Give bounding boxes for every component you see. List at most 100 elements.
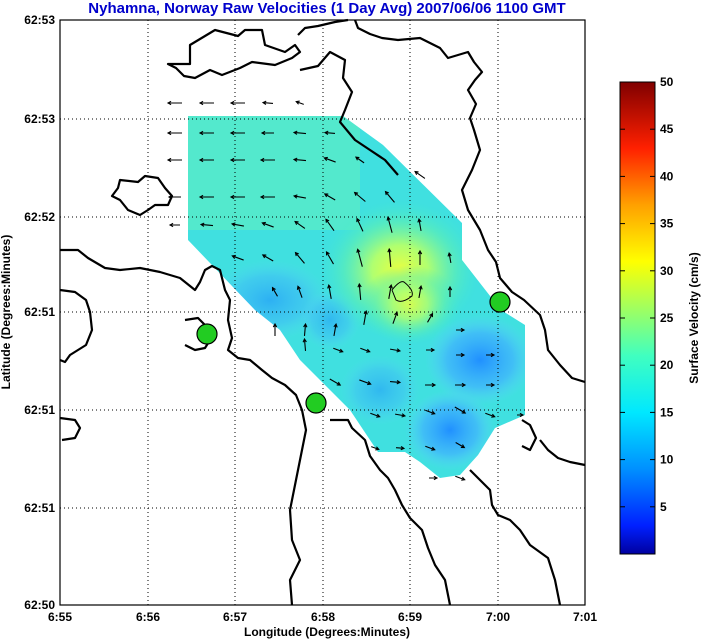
y-tick-label: 62:51: [24, 305, 55, 319]
station-marker: [489, 291, 511, 313]
x-tick-label: 6:55: [48, 610, 72, 624]
y-tick-label: 62:51: [24, 501, 55, 515]
velocity-arrow: [425, 382, 437, 388]
velocity-arrow: [296, 285, 303, 298]
velocity-arrow: [327, 283, 332, 299]
velocity-arrow: [426, 347, 436, 353]
x-tick-label: 6:56: [136, 610, 160, 624]
velocity-arrow: [387, 247, 392, 268]
velocity-arrow: [292, 157, 307, 162]
y-tick-label: 62:53: [24, 112, 55, 126]
velocity-arrow: [395, 445, 406, 451]
colorbar-tick-label: 15: [660, 405, 674, 419]
x-axis-label: Longitude (Degrees:Minutes): [244, 625, 410, 639]
y-tick-label: 62:50: [24, 598, 55, 612]
velocity-arrow: [447, 285, 453, 297]
velocity-arrow: [333, 322, 338, 337]
velocity-arrow: [166, 157, 182, 163]
velocity-arrow: [389, 348, 402, 353]
velocity-arrow: [325, 250, 334, 265]
velocity-arrow: [329, 378, 342, 386]
velocity-arrow: [167, 194, 181, 200]
velocity-arrow: [414, 170, 426, 179]
velocity-arrow: [392, 311, 399, 324]
colorbar-tick-label: 25: [660, 311, 674, 325]
velocity-arrow: [425, 445, 436, 451]
colorbar-tick-label: 10: [660, 453, 674, 467]
velocity-arrow: [360, 347, 371, 353]
velocity-arrow: [294, 220, 306, 229]
x-tick-labels: 6:55 6:56 6:57 6:58 6:59 7:00 7:01: [48, 610, 597, 624]
velocity-arrow: [356, 248, 363, 267]
velocity-arrow: [198, 130, 214, 136]
velocity-arrow: [418, 284, 423, 299]
velocity-arrow: [261, 254, 274, 262]
velocity-arrow: [229, 130, 245, 136]
velocity-arrow: [198, 100, 214, 106]
station-markers: [196, 291, 511, 414]
x-tick-label: 7:00: [486, 610, 510, 624]
velocity-arrow: [425, 409, 436, 415]
velocity-arrow: [261, 221, 274, 228]
colorbar-tick-label: 5: [660, 500, 667, 514]
y-tick-label: 62:52: [24, 210, 55, 224]
velocity-arrow: [294, 251, 305, 264]
x-tick-label: 6:57: [223, 610, 247, 624]
colorbar-tick-label: 20: [660, 358, 674, 372]
velocity-arrow: [455, 475, 466, 481]
colorbar: [619, 81, 656, 555]
colorbar-label: Surface Velocity (cm/s): [687, 252, 701, 383]
velocity-arrow: [353, 191, 366, 202]
velocity-arrow: [388, 283, 393, 299]
colorbar-tick-label: 40: [660, 169, 674, 183]
velocity-arrow: [271, 286, 278, 297]
velocity-arrow: [417, 249, 423, 265]
y-tick-label: 62:53: [24, 13, 55, 27]
velocity-arrow: [229, 194, 245, 200]
velocity-arrow: [371, 446, 380, 451]
axes-frame: [59, 19, 586, 606]
velocity-arrow: [370, 412, 381, 418]
velocity-max-contour: [391, 281, 413, 302]
velocity-arrow: [333, 347, 344, 353]
velocity-arrow: [447, 251, 452, 264]
y-axis-label: Latitude (Degrees:Minutes): [0, 235, 13, 390]
velocity-arrow: [292, 130, 307, 135]
velocity-arrow: [198, 194, 214, 200]
velocity-arrow: [455, 382, 467, 388]
velocity-arrow: [323, 130, 336, 135]
velocity-arrow: [354, 156, 365, 164]
velocity-arrow: [427, 312, 434, 323]
coastline: [59, 18, 586, 606]
y-tick-labels: 62:50 62:51 62:51 62:51 62:52 62:53 62:53: [24, 13, 55, 612]
velocity-arrow: [323, 156, 336, 163]
colorbar-tick-labels: 5 10 15 20 25 30 35 40 45 50: [620, 75, 674, 514]
colorbar-tick-label: 45: [660, 122, 674, 136]
velocity-arrow: [363, 309, 368, 325]
velocity-arrow: [229, 100, 245, 106]
velocity-arrow: [168, 222, 180, 228]
velocity-arrow: [417, 217, 422, 232]
x-tick-label: 7:01: [573, 610, 597, 624]
velocity-arrow: [486, 352, 496, 358]
velocity-arrow: [259, 194, 275, 200]
grid-lines: [60, 20, 585, 605]
velocity-arrow: [456, 352, 466, 358]
velocity-arrow: [356, 217, 364, 232]
x-tick-label: 6:59: [398, 610, 422, 624]
velocity-arrow: [456, 327, 466, 333]
velocity-vectors: [166, 100, 525, 481]
velocity-arrow: [272, 322, 278, 336]
chart-title: Nyhamna, Norway Raw Velocities (1 Day Av…: [88, 0, 565, 17]
velocity-arrow: [199, 222, 214, 227]
station-marker: [196, 323, 218, 345]
velocity-arrow: [359, 379, 372, 386]
velocity-arrow: [303, 322, 308, 337]
station-marker: [305, 392, 327, 414]
x-tick-label: 6:58: [311, 610, 335, 624]
velocity-arrow: [357, 282, 362, 301]
velocity-arrow: [229, 157, 245, 163]
velocity-arrow: [292, 194, 307, 199]
velocity-arrow: [486, 382, 496, 388]
